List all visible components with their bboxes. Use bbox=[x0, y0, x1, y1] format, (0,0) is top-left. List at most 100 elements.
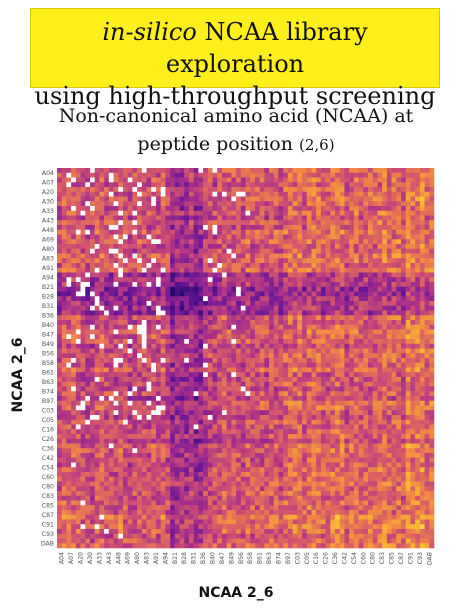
heatmap-cell bbox=[292, 253, 298, 259]
heatmap-cell bbox=[132, 320, 138, 326]
heatmap-cell bbox=[344, 410, 350, 416]
heatmap-cell bbox=[330, 339, 336, 345]
heatmap-cell bbox=[297, 386, 303, 392]
heatmap-cell bbox=[155, 225, 161, 231]
heatmap-cell bbox=[424, 191, 430, 197]
heatmap-cell bbox=[287, 263, 293, 269]
heatmap-cell bbox=[89, 263, 95, 269]
heatmap-cell bbox=[297, 253, 303, 259]
heatmap-cell bbox=[226, 353, 232, 359]
heatmap-cell bbox=[316, 291, 322, 297]
heatmap-cell bbox=[71, 320, 77, 326]
heatmap-cell bbox=[137, 206, 143, 212]
heatmap-cell bbox=[170, 239, 176, 245]
heatmap-cell bbox=[382, 415, 388, 421]
heatmap-cell bbox=[410, 372, 416, 378]
heatmap-cell bbox=[311, 305, 317, 311]
heatmap-cell bbox=[155, 396, 161, 402]
heatmap-cell bbox=[316, 277, 322, 283]
heatmap-cell bbox=[198, 168, 204, 174]
heatmap-cell bbox=[57, 448, 63, 454]
heatmap-cell bbox=[203, 462, 209, 468]
heatmap-cell bbox=[188, 329, 194, 335]
heatmap-cell bbox=[236, 329, 242, 335]
heatmap-cell bbox=[335, 168, 341, 174]
heatmap-cell bbox=[99, 272, 105, 278]
heatmap-cell bbox=[94, 386, 100, 392]
heatmap-cell bbox=[165, 353, 171, 359]
heatmap-cell bbox=[424, 453, 430, 459]
heatmap-cell bbox=[146, 187, 152, 193]
heatmap-cell bbox=[254, 206, 260, 212]
heatmap-cell bbox=[287, 315, 293, 321]
heatmap-cell bbox=[108, 443, 114, 449]
heatmap-cell bbox=[151, 267, 157, 273]
heatmap-cell bbox=[221, 381, 227, 387]
heatmap-cell bbox=[236, 196, 242, 202]
heatmap-cell bbox=[170, 405, 176, 411]
heatmap-cell bbox=[203, 320, 209, 326]
heatmap-cell bbox=[372, 396, 378, 402]
heatmap-cell bbox=[170, 400, 176, 406]
heatmap-cell bbox=[287, 168, 293, 174]
heatmap-cell bbox=[377, 263, 383, 269]
heatmap-cell bbox=[250, 453, 256, 459]
heatmap-cell bbox=[188, 277, 194, 283]
heatmap-cell bbox=[401, 229, 407, 235]
heatmap-cell bbox=[419, 239, 425, 245]
heatmap-cell bbox=[401, 358, 407, 364]
heatmap-cell bbox=[236, 291, 242, 297]
heatmap-cell bbox=[108, 282, 114, 288]
heatmap-cell bbox=[278, 443, 284, 449]
heatmap-cell bbox=[160, 206, 166, 212]
heatmap-cell bbox=[188, 462, 194, 468]
heatmap-cell bbox=[259, 377, 265, 383]
heatmap-cell bbox=[419, 187, 425, 193]
heatmap-cell bbox=[146, 320, 152, 326]
heatmap-cell bbox=[410, 377, 416, 383]
heatmap-cell bbox=[104, 348, 110, 354]
heatmap-cell bbox=[335, 434, 341, 440]
heatmap-cell bbox=[339, 258, 345, 264]
heatmap-cell bbox=[188, 272, 194, 278]
heatmap-cell bbox=[184, 196, 190, 202]
heatmap-cell bbox=[165, 381, 171, 387]
heatmap-cell bbox=[188, 415, 194, 421]
heatmap-cell bbox=[424, 396, 430, 402]
heatmap-cell bbox=[320, 258, 326, 264]
heatmap-cell bbox=[66, 367, 72, 373]
heatmap-cell bbox=[165, 391, 171, 397]
heatmap-cell bbox=[80, 324, 86, 330]
heatmap-cell bbox=[283, 348, 289, 354]
heatmap-cell bbox=[151, 334, 157, 340]
heatmap-cell bbox=[405, 234, 411, 240]
heatmap-cell bbox=[221, 438, 227, 444]
heatmap-cell bbox=[287, 225, 293, 231]
heatmap-cell bbox=[137, 196, 143, 202]
heatmap-cell bbox=[311, 258, 317, 264]
heatmap-cell bbox=[127, 225, 133, 231]
heatmap-cell bbox=[335, 400, 341, 406]
heatmap-cell bbox=[160, 263, 166, 269]
heatmap-cell bbox=[203, 215, 209, 221]
heatmap-cell bbox=[179, 457, 185, 463]
heatmap-cell bbox=[424, 348, 430, 354]
heatmap-cell bbox=[165, 396, 171, 402]
heatmap-cell bbox=[207, 310, 213, 316]
heatmap-cell bbox=[283, 362, 289, 368]
heatmap-cell bbox=[212, 191, 218, 197]
heatmap-cell bbox=[415, 353, 421, 359]
heatmap-cell bbox=[297, 367, 303, 373]
heatmap-cell bbox=[339, 215, 345, 221]
heatmap-cell bbox=[278, 434, 284, 440]
heatmap-cell bbox=[306, 201, 312, 207]
heatmap-cell bbox=[349, 191, 355, 197]
heatmap-cell bbox=[193, 229, 199, 235]
heatmap-cell bbox=[415, 381, 421, 387]
heatmap-cell bbox=[127, 324, 133, 330]
heatmap-cell bbox=[155, 443, 161, 449]
heatmap-cell bbox=[405, 377, 411, 383]
heatmap-cell bbox=[174, 215, 180, 221]
heatmap-cell bbox=[57, 291, 63, 297]
heatmap-cell bbox=[127, 429, 133, 435]
